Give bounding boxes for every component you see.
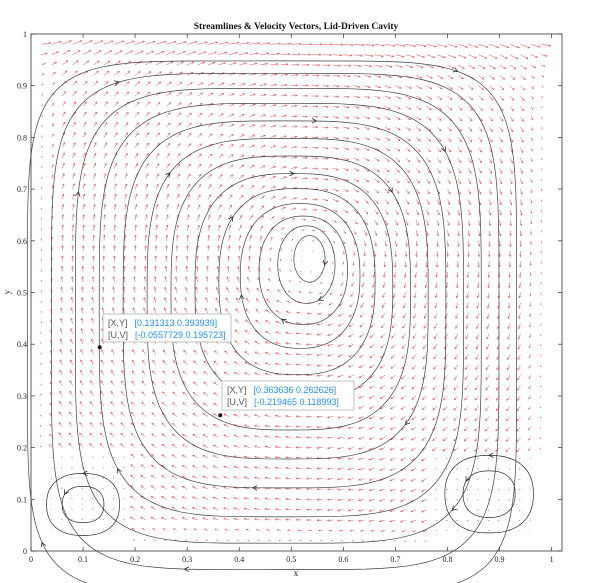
- streamline-loop: [293, 235, 326, 283]
- streamlines-layer: [27, 60, 534, 583]
- streamline-arrow: [404, 419, 411, 426]
- streamline-arrow: [82, 470, 88, 477]
- datatip-1-marker: [97, 345, 102, 350]
- datatip-1-uv-key: [U,V]: [108, 330, 128, 340]
- svg-text:[X,Y] [0.131313 0.393939: [X,Y] [0.131313 0.393939]: [108, 313, 217, 330]
- secondary-vortex-loop: [462, 470, 516, 518]
- datatip-1[interactable]: [X,Y] [0.131313 0.393939] [U,V] [-0.0557…: [97, 313, 232, 350]
- y-tick-label: 0.6: [17, 237, 27, 246]
- streamline-arrow: [452, 67, 459, 73]
- y-tick-label: 0.1: [17, 495, 27, 504]
- y-tick-label: 0.7: [17, 185, 27, 194]
- x-tick-label: 0.9: [495, 555, 505, 564]
- svg-text:[U,V] [-0.0557729 0.1957: [U,V] [-0.0557729 0.195723]: [108, 325, 226, 342]
- y-tick-label: 0.2: [17, 444, 27, 453]
- streamline-loop: [170, 155, 411, 431]
- streamline-loop: [27, 60, 518, 583]
- x-tick-label: 1: [550, 555, 554, 564]
- x-tick-label: 0.2: [130, 555, 140, 564]
- streamline-arrow: [465, 476, 471, 482]
- axes-ticks-layer: 0 0.1 0.2 0.3 0.4 0.5 0.6 0.7 0.8 0.9 1 0 0.1 0.2 0.3 0…: [17, 30, 562, 564]
- x-tick-label: 0: [29, 555, 33, 564]
- streamline-loop: [98, 102, 464, 518]
- streamline-loop: [74, 87, 482, 544]
- streamline-loop: [218, 188, 376, 376]
- streamline-loop: [277, 225, 336, 304]
- streamline-arrow: [116, 467, 122, 474]
- streamline-arrow: [40, 541, 46, 548]
- streamline-arrow: [251, 485, 258, 491]
- streamline-arrow: [488, 452, 494, 458]
- x-tick-label: 0.7: [390, 555, 400, 564]
- streamline-arrow: [289, 170, 295, 177]
- datatip-2-box: [221, 380, 355, 411]
- datatip-2[interactable]: [X,Y] [0.363636 0.262626] [U,V] [-0.2194…: [218, 380, 355, 418]
- x-tick-label: 0.1: [78, 555, 88, 564]
- datatip-2-xy-key: [X,Y]: [227, 385, 247, 395]
- datatip-2-uv-key: [U,V]: [227, 397, 247, 407]
- streamline-arrow: [74, 191, 81, 197]
- streamline-loop: [50, 72, 500, 570]
- x-tick-label: 0.6: [338, 555, 348, 564]
- svg-text:[U,V] [-0.219465 0.11899: [U,V] [-0.219465 0.118993]: [227, 392, 339, 409]
- streamline-arrow: [280, 318, 287, 324]
- datatip-1-box: [102, 313, 232, 343]
- y-tick-label: 0.9: [17, 82, 27, 91]
- x-axis-label: x: [294, 568, 299, 578]
- y-tick-label: 0: [23, 547, 27, 556]
- streamline-arrow: [228, 216, 234, 222]
- streamline-arrow: [183, 566, 190, 573]
- y-tick-label: 0.8: [17, 133, 27, 142]
- x-tick-label: 0.4: [234, 555, 244, 564]
- streamline-loop: [258, 215, 348, 325]
- streamline-arrow: [239, 294, 245, 300]
- y-tick-label: 0.5: [17, 289, 27, 298]
- streamline-arrow: [451, 505, 457, 511]
- streamline-loop: [239, 203, 361, 349]
- streamline-arrow: [322, 259, 329, 266]
- x-tick-label: 0.8: [442, 555, 452, 564]
- x-tick-label: 0.3: [182, 555, 192, 564]
- y-tick-label: 1: [23, 30, 27, 39]
- secondary-vortex-loop: [444, 455, 534, 534]
- streamline-arrow: [311, 118, 318, 124]
- streamline-arrow: [113, 80, 120, 86]
- datatip-1-xy-key: [X,Y]: [108, 318, 128, 328]
- streamline-loop: [146, 138, 429, 460]
- plot-area: [27, 33, 563, 583]
- secondary-vortex-loop: [46, 473, 120, 536]
- streamline-arrow: [64, 489, 70, 496]
- datatip-2-xy-value: [0.363636 0.262626]: [254, 385, 337, 395]
- datatip-1-uv-value: [-0.0557729 0.195723]: [135, 330, 226, 340]
- streamline-arrow: [317, 295, 324, 301]
- streamline-arrow: [165, 172, 171, 178]
- y-axis-label: y: [2, 289, 12, 294]
- streamline-loop: [122, 120, 447, 489]
- secondary-vortex-loop: [61, 486, 105, 523]
- streamline-arrow: [441, 146, 446, 153]
- datatip-2-marker: [218, 413, 223, 418]
- svg-text:[X,Y] [0.363636 0.262626: [X,Y] [0.363636 0.262626]: [227, 380, 336, 397]
- streamline-arrow: [387, 187, 393, 193]
- x-tick-label: 0.5: [286, 555, 296, 564]
- datatip-2-uv-value: [-0.219465 0.118993]: [254, 397, 339, 407]
- datatip-1-xy-value: [0.131313 0.393939]: [135, 318, 218, 328]
- y-tick-label: 0.4: [17, 340, 27, 349]
- y-tick-label: 0.3: [17, 392, 27, 401]
- chart-title: Streamlines & Velocity Vectors, Lid-Driv…: [194, 22, 399, 32]
